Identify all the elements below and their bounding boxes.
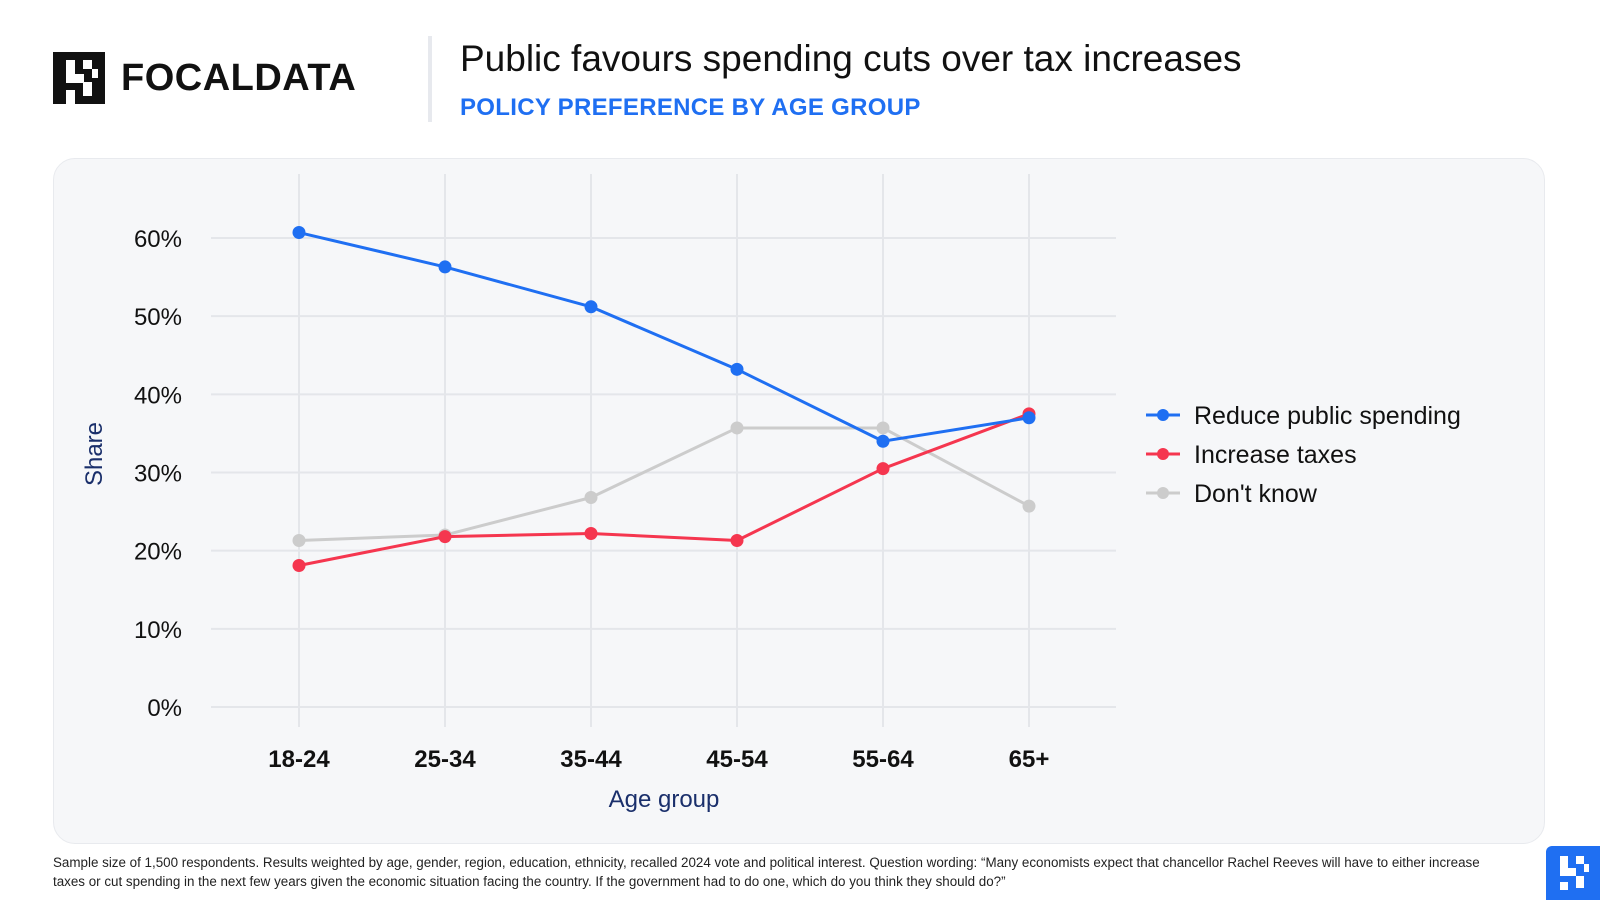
y-tick-label: 10% — [134, 617, 182, 644]
data-point — [730, 421, 744, 435]
chart-card: 0% 10% 20% 30% 40% 50% 60% 18-24 25-34 35-44 45-54… — [53, 158, 1545, 844]
y-axis-label: Share — [81, 422, 108, 486]
header-divider — [428, 36, 432, 122]
legend-swatch-dot — [1157, 409, 1169, 421]
x-tick-label: 45-54 — [706, 746, 768, 773]
data-point — [584, 491, 598, 505]
y-tick-label: 40% — [134, 382, 182, 409]
y-tick-label: 20% — [134, 539, 182, 566]
legend-swatch-dot — [1157, 448, 1169, 460]
line-chart: 0% 10% 20% 30% 40% 50% 60% 18-24 25-34 35-44 45-54… — [81, 174, 1461, 813]
data-point — [438, 530, 452, 544]
data-point — [292, 534, 306, 548]
y-tick-label: 50% — [134, 304, 182, 331]
legend-swatch-dot — [1157, 487, 1169, 499]
data-point — [730, 534, 744, 548]
data-point — [584, 300, 598, 314]
series-line — [297, 426, 1031, 543]
y-tick-label: 0% — [147, 695, 182, 722]
focaldata-mark-icon — [53, 52, 105, 104]
legend-label: Reduce public spending — [1194, 402, 1461, 430]
x-axis-label: Age group — [609, 786, 720, 813]
series-line — [297, 412, 1031, 568]
x-tick-label: 25-34 — [414, 746, 476, 773]
y-tick-label: 30% — [134, 461, 182, 488]
data-point — [876, 462, 890, 476]
data-point — [876, 434, 890, 448]
data-point — [438, 260, 452, 274]
legend-label: Increase taxes — [1194, 441, 1357, 469]
x-tick-label: 65+ — [1009, 746, 1050, 773]
data-point — [730, 362, 744, 376]
data-point — [292, 226, 306, 240]
chart-title: Public favours spending cuts over tax in… — [460, 38, 1242, 79]
corner-logo — [1546, 846, 1600, 900]
x-tick-label: 18-24 — [268, 746, 330, 773]
x-tick-label: 35-44 — [560, 746, 622, 773]
chart-subtitle: POLICY PREFERENCE BY AGE GROUP — [460, 94, 921, 121]
legend-label: Don't know — [1194, 480, 1318, 508]
focaldata-logo: FOCALDATA — [53, 52, 356, 104]
brand-name: FOCALDATA — [121, 56, 357, 99]
data-point — [876, 421, 890, 435]
footnote: Sample size of 1,500 respondents. Result… — [53, 855, 1480, 889]
series-line — [297, 231, 1031, 443]
y-tick-label: 60% — [134, 226, 182, 253]
focaldata-corner-icon — [1560, 856, 1589, 890]
data-point — [1022, 411, 1036, 425]
data-point — [292, 559, 306, 573]
x-tick-label: 55-64 — [852, 746, 914, 773]
data-point — [1022, 499, 1036, 513]
data-point — [584, 526, 598, 540]
